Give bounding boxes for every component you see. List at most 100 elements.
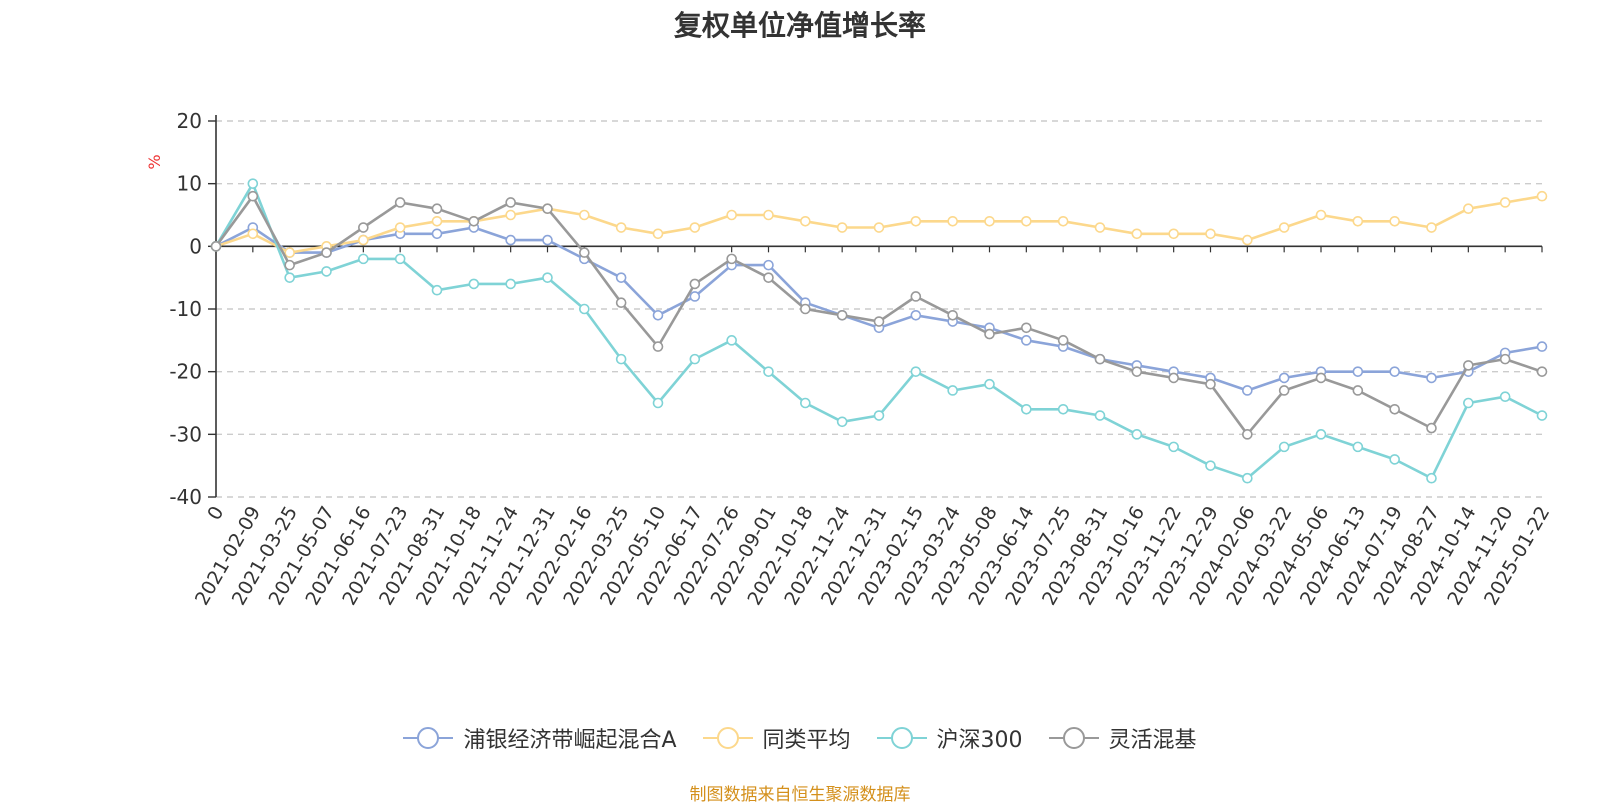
data-point	[615, 353, 627, 365]
data-point	[247, 190, 259, 202]
data-point	[836, 416, 848, 428]
data-point	[1205, 460, 1216, 471]
data-point	[1168, 441, 1179, 453]
data-point	[726, 209, 737, 221]
y-tick-label: 0	[189, 234, 202, 258]
data-point	[1536, 190, 1548, 202]
chart-title: 复权单位净值增长率	[673, 9, 926, 42]
legend-label: 浦银经济带崛起混合A	[463, 728, 677, 753]
data-point	[1315, 429, 1327, 440]
data-point	[394, 222, 406, 233]
data-point	[1242, 385, 1253, 396]
data-point	[873, 222, 885, 233]
data-point	[394, 197, 406, 208]
data-point	[800, 397, 811, 409]
data-point	[984, 378, 995, 390]
legend-item[interactable]: 同类平均	[702, 722, 851, 754]
data-point	[542, 234, 553, 246]
data-point	[652, 228, 664, 240]
data-point	[1021, 335, 1032, 346]
data-point	[910, 309, 922, 321]
data-point	[1021, 322, 1032, 334]
data-point	[652, 341, 664, 352]
data-point	[1131, 366, 1143, 377]
legend-marker-icon	[1048, 727, 1099, 749]
data-point	[284, 272, 295, 283]
y-tick-label: -30	[169, 422, 202, 446]
data-point	[394, 253, 406, 265]
data-point	[284, 259, 295, 271]
data-point	[726, 335, 737, 346]
data-point	[1094, 410, 1106, 421]
data-point	[1168, 228, 1179, 240]
data-point	[1499, 391, 1511, 403]
data-point	[1278, 372, 1290, 384]
legend: 浦银经济带崛起混合A 同类平均 沪深300 灵活混基	[0, 722, 1600, 754]
data-point	[1057, 215, 1069, 227]
data-point	[763, 259, 774, 271]
x-tick-labels: 02021-02-092021-03-252021-05-072021-06-1…	[191, 502, 1554, 609]
data-point	[984, 328, 995, 340]
data-point	[873, 410, 885, 421]
y-tick-label: 10	[177, 172, 202, 196]
data-point	[652, 309, 664, 321]
data-point	[1536, 366, 1548, 377]
data-point	[984, 215, 995, 227]
data-point	[910, 291, 922, 302]
data-point	[210, 241, 222, 252]
data-point	[1389, 366, 1400, 377]
data-point	[763, 272, 774, 283]
data-point	[1499, 353, 1511, 365]
data-point	[1352, 366, 1364, 377]
data-point	[1463, 397, 1474, 409]
data-point	[247, 228, 259, 240]
data-point	[1389, 454, 1400, 465]
legend-item[interactable]: 灵活混基	[1048, 722, 1197, 754]
data-point	[1094, 222, 1106, 233]
data-point	[1352, 385, 1364, 396]
data-point	[947, 215, 958, 227]
data-point	[1426, 222, 1437, 233]
data-point	[505, 234, 516, 246]
data-point	[358, 222, 369, 233]
line-chart: 20 10 0 -10 -20 -30 -40 02021-02-092021-03-252…	[145, 109, 1554, 609]
legend-item[interactable]: 浦银经济带崛起混合A	[403, 722, 677, 754]
legend-marker-icon	[876, 727, 927, 749]
data-point	[1315, 372, 1327, 384]
data-point	[1168, 372, 1179, 384]
data-point	[1499, 197, 1511, 208]
data-point	[1426, 472, 1437, 484]
grid-lines	[216, 120, 1542, 498]
data-point	[836, 222, 848, 233]
data-point	[431, 203, 443, 215]
data-point	[579, 209, 590, 221]
data-point	[1057, 335, 1069, 346]
x-tick-label: 0	[203, 503, 228, 524]
data-point	[431, 215, 443, 227]
data-point	[579, 247, 590, 258]
y-tick-label: -40	[169, 485, 202, 509]
data-point	[910, 366, 922, 377]
data-point	[1426, 422, 1437, 434]
data-point	[947, 309, 958, 321]
data-point	[1205, 228, 1216, 240]
data-point	[505, 209, 516, 221]
data-point	[505, 197, 516, 208]
legend-label: 灵活混基	[1108, 728, 1197, 753]
y-axis-label: %	[145, 154, 164, 169]
legend-label: 同类平均	[762, 728, 851, 753]
data-point	[689, 291, 701, 302]
legend-label: 沪深300	[936, 728, 1023, 753]
y-tick-label: -20	[169, 360, 202, 384]
data-point	[836, 309, 848, 321]
legend-item[interactable]: 沪深300	[876, 722, 1023, 754]
data-point	[505, 278, 516, 290]
data-point	[542, 272, 553, 283]
data-point	[689, 222, 701, 233]
data-point	[1021, 403, 1032, 415]
data-source-footer: 制图数据来自恒生聚源数据库	[689, 785, 911, 805]
y-tick-labels: 20 10 0 -10 -20 -30 -40	[169, 109, 202, 509]
data-point	[726, 253, 737, 265]
data-point	[947, 385, 958, 396]
data-point	[1315, 209, 1327, 221]
